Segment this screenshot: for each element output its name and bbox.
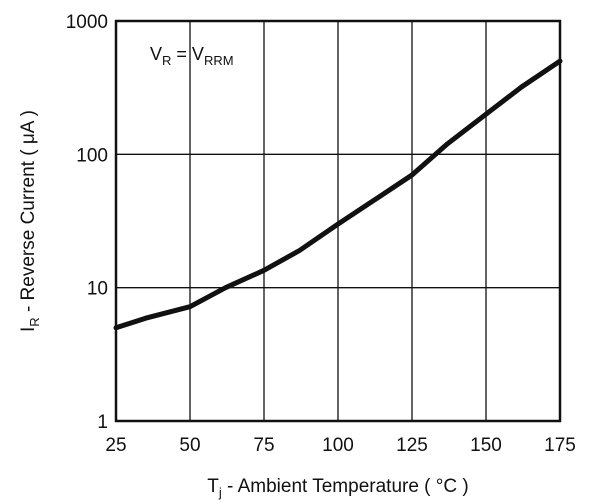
y-tick-labels: 1 10 100 1000 — [66, 12, 108, 433]
x-tick-labels: 25 50 75 100 125 150 175 — [105, 435, 575, 456]
x-tick-label: 75 — [253, 435, 274, 456]
x-tick-label: 150 — [470, 435, 502, 456]
grid-lines — [116, 21, 560, 421]
y-tick-label: 100 — [76, 145, 108, 166]
plot-frame — [114, 19, 562, 423]
x-tick-label: 125 — [396, 435, 428, 456]
x-tick-label: 25 — [105, 435, 126, 456]
y-tick-label: 1 — [97, 412, 108, 433]
x-axis-title: Tj - Ambient Temperature ( °C ) — [207, 476, 468, 500]
x-tick-label: 50 — [179, 435, 200, 456]
x-tick-label: 175 — [544, 435, 576, 456]
series-layer — [113, 58, 563, 331]
y-axis-title: IR - Reverse Current ( μA ) — [18, 110, 42, 332]
reverse-current-curve — [113, 58, 563, 331]
y-tick-label: 10 — [87, 279, 108, 300]
y-tick-label: 1000 — [66, 12, 108, 33]
vr-vrrm-annotation: VR = VRRM — [150, 44, 234, 68]
x-tick-label: 100 — [322, 435, 354, 456]
